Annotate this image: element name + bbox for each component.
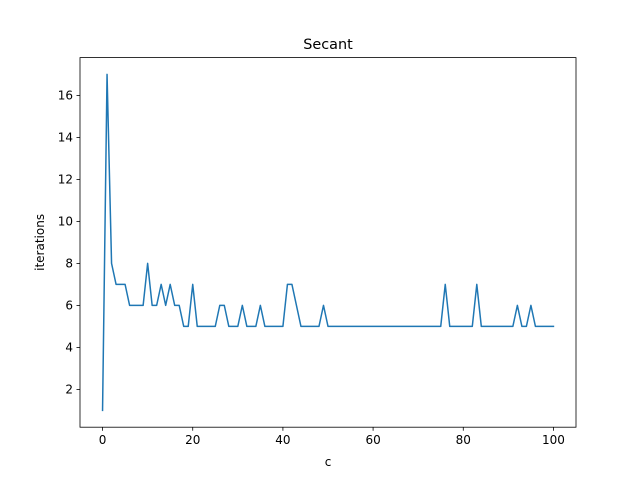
x-axis-label: c	[325, 455, 332, 469]
plot-frame	[79, 57, 577, 428]
series-line-0	[101, 73, 555, 412]
y-tick-label: 10	[58, 215, 73, 229]
plot-marks	[101, 73, 555, 412]
y-tick-label: 2	[65, 383, 73, 397]
x-tick-label: 0	[99, 433, 107, 447]
y-axis-label: iterations	[33, 214, 47, 271]
y-tick-label: 4	[65, 341, 73, 355]
x-tick-label: 60	[365, 433, 380, 447]
x-tick-label: 80	[456, 433, 471, 447]
axis-ticks: 0 20 40 60 80 100 2 4 6 8 10 12 14 16	[58, 89, 565, 448]
y-tick-label: 14	[58, 131, 73, 145]
x-tick-label: 40	[275, 433, 290, 447]
y-tick-label: 6	[65, 299, 73, 313]
x-tick-label: 100	[542, 433, 565, 447]
x-tick-label: 20	[185, 433, 200, 447]
chart-title: Secant	[303, 37, 353, 53]
y-tick-label: 12	[58, 173, 73, 187]
y-tick-label: 16	[58, 89, 73, 103]
y-tick-label: 8	[65, 257, 73, 271]
